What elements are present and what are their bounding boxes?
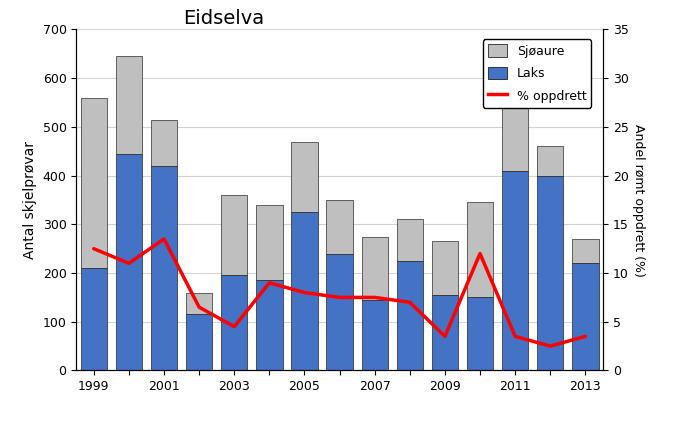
Y-axis label: Andel rømt oppdrett (%): Andel rømt oppdrett (%) (632, 123, 645, 277)
Bar (537, 176, 563, 370)
Bar (432, 241, 458, 295)
Bar (502, 171, 528, 370)
Bar (186, 314, 212, 370)
Bar (572, 263, 599, 370)
Bar (116, 56, 142, 154)
Bar (80, 268, 107, 370)
Y-axis label: Antal skjelprøvar: Antal skjelprøvar (23, 141, 37, 259)
Bar (151, 120, 177, 166)
Bar (221, 275, 247, 370)
Bar (502, 88, 528, 171)
Bar (291, 141, 317, 212)
Bar (186, 293, 212, 314)
Bar (362, 237, 388, 300)
Bar (256, 205, 283, 280)
Bar (467, 203, 493, 297)
Bar (396, 261, 423, 370)
Bar (221, 195, 247, 275)
Bar (396, 219, 423, 261)
Bar (256, 280, 283, 370)
Bar (291, 212, 317, 370)
Bar (326, 200, 353, 253)
Bar (432, 295, 458, 370)
Bar (467, 297, 493, 370)
Bar (116, 154, 142, 370)
Bar (326, 253, 353, 370)
Bar (572, 239, 599, 263)
Bar (362, 300, 388, 370)
Bar (80, 98, 107, 268)
Title: Eidselva: Eidselva (183, 9, 264, 28)
Bar (537, 147, 563, 176)
Legend: Sjøaure, Laks, % oppdrett: Sjøaure, Laks, % oppdrett (483, 39, 591, 107)
Bar (151, 166, 177, 370)
